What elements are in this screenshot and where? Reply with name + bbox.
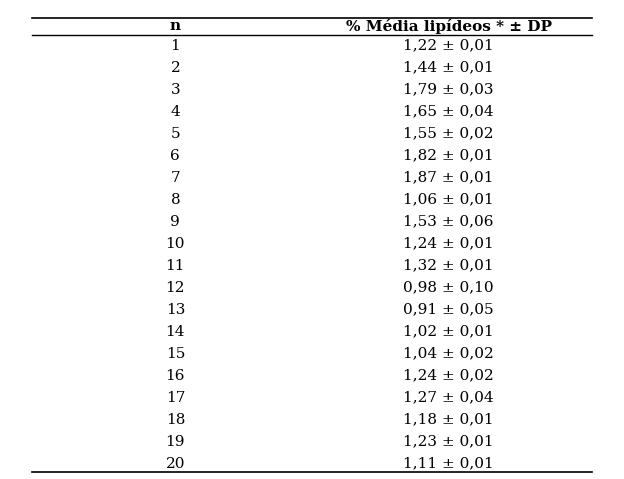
Text: % Média lipídeos * ± DP: % Média lipídeos * ± DP — [346, 19, 552, 34]
Text: 4: 4 — [170, 105, 180, 119]
Text: 12: 12 — [165, 281, 185, 295]
Text: 1,24 ± 0,01: 1,24 ± 0,01 — [403, 237, 494, 251]
Text: 20: 20 — [165, 457, 185, 471]
Text: 11: 11 — [165, 259, 185, 273]
Text: 16: 16 — [165, 369, 185, 383]
Text: 17: 17 — [165, 391, 185, 405]
Text: 1,87 ± 0,01: 1,87 ± 0,01 — [404, 171, 494, 185]
Text: n: n — [170, 19, 181, 34]
Text: 1,82 ± 0,01: 1,82 ± 0,01 — [403, 149, 494, 163]
Text: 1,02 ± 0,01: 1,02 ± 0,01 — [403, 325, 494, 339]
Text: 1,06 ± 0,01: 1,06 ± 0,01 — [403, 193, 494, 207]
Text: 1,04 ± 0,02: 1,04 ± 0,02 — [403, 347, 494, 361]
Text: 1,44 ± 0,01: 1,44 ± 0,01 — [403, 61, 494, 75]
Text: 3: 3 — [170, 83, 180, 97]
Text: 1,24 ± 0,02: 1,24 ± 0,02 — [403, 369, 494, 383]
Text: 18: 18 — [165, 413, 185, 427]
Text: 15: 15 — [165, 347, 185, 361]
Text: 14: 14 — [165, 325, 185, 339]
Text: 1: 1 — [170, 39, 180, 53]
Text: 9: 9 — [170, 215, 180, 229]
Text: 2: 2 — [170, 61, 180, 75]
Text: 8: 8 — [170, 193, 180, 207]
Text: 0,91 ± 0,05: 0,91 ± 0,05 — [403, 303, 494, 317]
Text: 1,22 ± 0,01: 1,22 ± 0,01 — [403, 39, 494, 53]
Text: 6: 6 — [170, 149, 180, 163]
Text: 1,27 ± 0,04: 1,27 ± 0,04 — [403, 391, 494, 405]
Text: 1,23 ± 0,01: 1,23 ± 0,01 — [403, 435, 494, 449]
Text: 5: 5 — [170, 127, 180, 141]
Text: 19: 19 — [165, 435, 185, 449]
Text: 1,79 ± 0,03: 1,79 ± 0,03 — [404, 83, 494, 97]
Text: 1,55 ± 0,02: 1,55 ± 0,02 — [404, 127, 494, 141]
Text: 10: 10 — [165, 237, 185, 251]
Text: 1,11 ± 0,01: 1,11 ± 0,01 — [403, 457, 494, 471]
Text: 1,65 ± 0,04: 1,65 ± 0,04 — [403, 105, 494, 119]
Text: 1,32 ± 0,01: 1,32 ± 0,01 — [403, 259, 494, 273]
Text: 7: 7 — [170, 171, 180, 185]
Text: 1,53 ± 0,06: 1,53 ± 0,06 — [404, 215, 494, 229]
Text: 1,18 ± 0,01: 1,18 ± 0,01 — [403, 413, 494, 427]
Text: 0,98 ± 0,10: 0,98 ± 0,10 — [403, 281, 494, 295]
Text: 13: 13 — [165, 303, 185, 317]
